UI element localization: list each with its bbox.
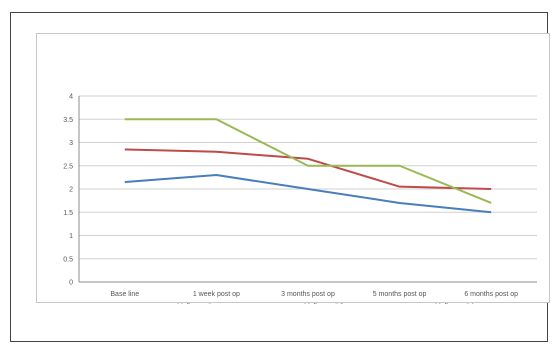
x-tick-label: 5 months post op <box>373 291 427 298</box>
x-axis-tick-labels: Base line 1 week post op 3 months post op 5… <box>110 291 518 298</box>
legend: Mallampati Mallampati 2 Mallampati 1 <box>177 304 475 305</box>
chart-area: 0 0.5 1 1.5 2 2.5 3 3.5 4 Base line 1 week post o… <box>36 33 550 305</box>
y-tick-label: 2.5 <box>63 163 73 170</box>
y-tick-label: 3.5 <box>63 117 73 124</box>
legend-label-3: Mallampati 1 <box>435 304 475 305</box>
line-chart: 0 0.5 1 1.5 2 2.5 3 3.5 4 Base line 1 week post o… <box>63 94 537 305</box>
axes <box>78 96 537 283</box>
y-tick-label: 0.5 <box>63 256 73 263</box>
series-line-2 <box>124 148 492 190</box>
x-tick-label: 3 months post op <box>281 291 335 298</box>
y-tick-label: 3 <box>69 140 73 147</box>
x-tick-label: Base line <box>110 291 139 298</box>
y-tick-label: 4 <box>69 94 73 101</box>
series-line-1 <box>124 174 492 214</box>
chart-frame: 0 0.5 1 1.5 2 2.5 3 3.5 4 Base line 1 week post o… <box>10 12 550 342</box>
y-tick-label: 1 <box>69 233 73 240</box>
gridlines <box>79 95 537 260</box>
x-tick-label: 1 week post op <box>193 291 240 298</box>
y-tick-label: 2 <box>69 187 73 194</box>
x-tick-label: 6 months post op <box>464 291 518 298</box>
legend-label-1: Mallampati <box>177 304 211 305</box>
y-tick-label: 0 <box>69 280 73 287</box>
series-line-3 <box>124 118 492 204</box>
y-tick-label: 1.5 <box>63 210 73 217</box>
series-lines <box>124 118 492 214</box>
y-axis-tick-labels: 0 0.5 1 1.5 2 2.5 3 3.5 4 <box>63 94 73 287</box>
legend-label-2: Mallampati 2 <box>304 304 344 305</box>
